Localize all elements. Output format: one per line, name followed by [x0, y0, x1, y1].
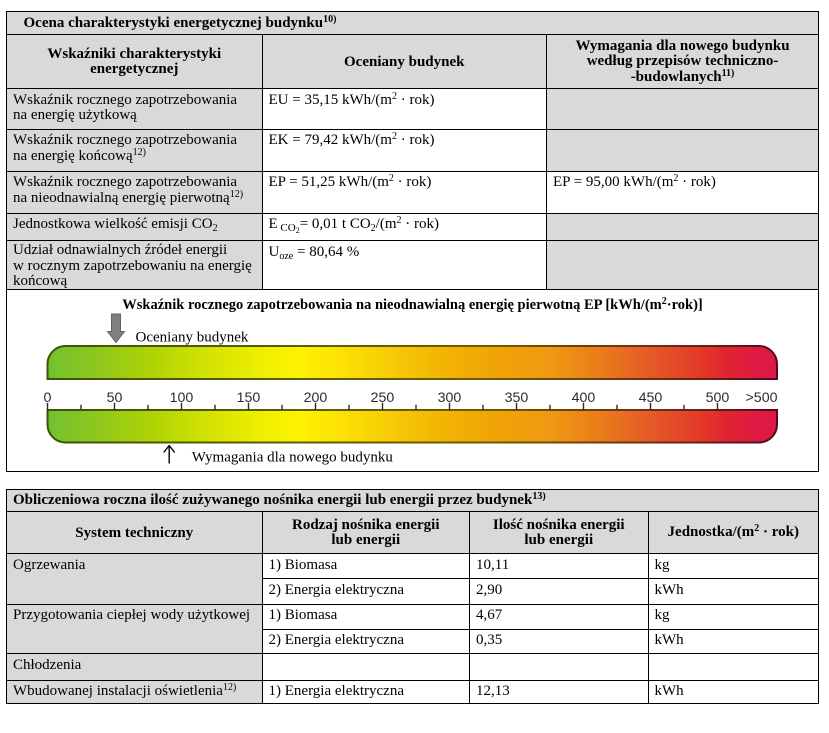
- svg-text:0: 0: [44, 390, 52, 406]
- svg-text:Wymagania dla nowego budynku: Wymagania dla nowego budynku: [192, 450, 394, 466]
- svg-text:>500: >500: [746, 390, 778, 406]
- svg-text:400: 400: [572, 390, 596, 406]
- svg-text:300: 300: [438, 390, 462, 406]
- svg-text:250: 250: [371, 390, 395, 406]
- svg-text:150: 150: [237, 390, 261, 406]
- svg-text:500: 500: [706, 390, 730, 406]
- svg-text:Oceniany budynek: Oceniany budynek: [136, 330, 249, 346]
- svg-text:200: 200: [304, 390, 328, 406]
- svg-text:50: 50: [107, 390, 123, 406]
- svg-text:100: 100: [170, 390, 194, 406]
- svg-text:450: 450: [639, 390, 663, 406]
- svg-text:350: 350: [505, 390, 529, 406]
